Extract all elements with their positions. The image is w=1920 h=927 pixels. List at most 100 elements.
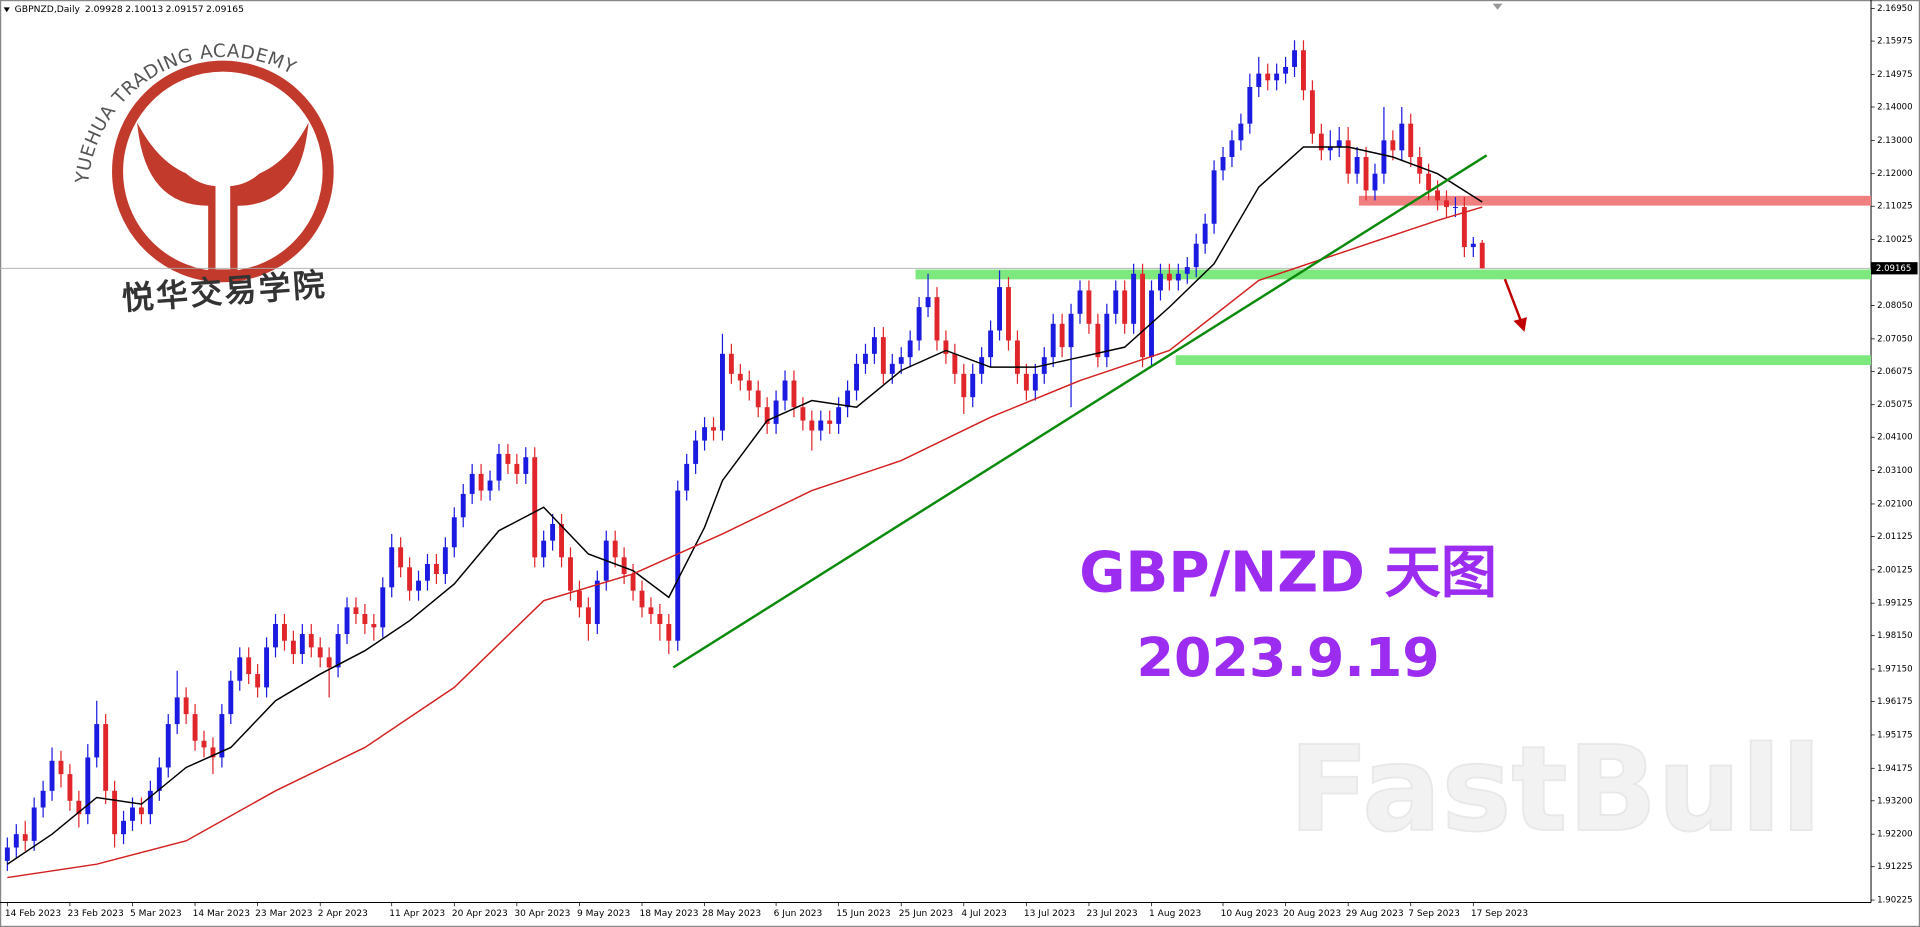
candle-body — [1059, 323, 1065, 348]
candle-body — [1229, 140, 1235, 158]
candle-body — [1372, 173, 1378, 191]
candle-body — [871, 337, 877, 354]
arrow-head — [1513, 317, 1527, 332]
candle-body — [147, 790, 153, 815]
y-tick-label: 2.14000 — [1877, 102, 1912, 112]
candle-body — [684, 463, 690, 491]
x-tick-label: 30 Apr 2023 — [514, 909, 570, 919]
candle-body — [791, 380, 797, 408]
y-tick-label: 1.97150 — [1877, 665, 1912, 675]
candle-body — [1426, 173, 1432, 191]
close: 2.09165 — [206, 4, 244, 15]
candle-body — [1318, 133, 1324, 151]
x-tick-label: 14 Mar 2023 — [193, 909, 251, 919]
x-tick-label: 4 Jul 2023 — [961, 909, 1007, 919]
candle-body — [1086, 290, 1092, 324]
level-zone — [1358, 195, 1872, 206]
x-tick-label: 18 May 2023 — [640, 909, 699, 919]
y-tick-label: 2.00125 — [1877, 565, 1912, 575]
candle-body — [1309, 90, 1315, 134]
candle-body — [1014, 340, 1020, 374]
candle-body — [1435, 190, 1440, 201]
candle-body — [201, 740, 207, 748]
candle-body — [943, 340, 949, 354]
x-tick-label: 7 Sep 2023 — [1408, 909, 1460, 919]
x-tick-label: 23 Mar 2023 — [255, 909, 313, 919]
candle-body — [702, 427, 708, 441]
candle-body — [264, 647, 270, 688]
candle-body — [138, 807, 144, 815]
candle-body — [1283, 66, 1289, 74]
candle-body — [612, 540, 618, 558]
y-tick-label: 1.95175 — [1877, 730, 1912, 740]
y-tick-label: 2.07050 — [1877, 334, 1912, 344]
y-tick-label: 2.10025 — [1877, 235, 1912, 245]
candle-body — [1220, 157, 1226, 171]
candle-body — [594, 580, 600, 625]
candle-body — [76, 800, 82, 815]
candle-body — [1158, 273, 1163, 291]
candle-body — [1113, 290, 1119, 314]
candle-body — [290, 640, 296, 655]
candle-body — [1479, 242, 1485, 269]
candle-body — [371, 624, 377, 628]
candle-body — [1006, 287, 1011, 341]
y-tick-label: 2.16950 — [1877, 4, 1912, 14]
logo-mark-inner — [166, 144, 280, 270]
y-tick-label: 2.15975 — [1877, 37, 1912, 47]
candle-body — [1265, 73, 1271, 81]
x-tick-label: 20 Aug 2023 — [1283, 909, 1341, 919]
candle-body — [720, 353, 725, 431]
candle-body — [1452, 207, 1458, 209]
y-tick-label: 2.14975 — [1877, 70, 1912, 80]
x-tick-label: 10 Aug 2023 — [1221, 909, 1279, 919]
x-tick-label: 20 Apr 2023 — [452, 909, 508, 919]
moving-average — [6, 146, 1483, 865]
y-tick-label: 1.99125 — [1877, 599, 1912, 609]
candle-body — [1175, 273, 1181, 281]
candle-body — [648, 607, 654, 615]
candle-body — [407, 567, 413, 591]
candle-body — [1345, 140, 1351, 174]
candle-body — [970, 373, 976, 398]
candle-body — [58, 760, 64, 775]
candle-body — [630, 573, 636, 591]
header: GBPNZD,Daily 2.09928 2.10013 2.09157 2.09165 — [15, 4, 244, 15]
candle-body — [1131, 273, 1137, 324]
trendline — [672, 154, 1488, 669]
candle-body — [675, 490, 681, 641]
candle-body — [49, 760, 55, 791]
candle-body — [1354, 157, 1360, 174]
candle-body — [997, 287, 1002, 331]
high: 2.10013 — [125, 4, 163, 15]
candle-body — [836, 407, 842, 424]
y-tick-label: 1.98150 — [1877, 631, 1912, 641]
header-icon — [3, 7, 10, 13]
candle-body — [210, 747, 216, 758]
candle-body — [952, 353, 958, 374]
candle-body — [1256, 73, 1262, 87]
level-zone — [915, 269, 1872, 280]
candle-body — [156, 767, 162, 791]
candle-body — [165, 724, 171, 768]
candle-body — [1211, 170, 1217, 224]
candle-body — [282, 624, 287, 641]
candle-body — [755, 390, 761, 408]
candle-body — [94, 724, 100, 758]
candle-body — [4, 847, 10, 861]
candle-body — [1408, 123, 1414, 158]
level-zone — [1175, 355, 1872, 366]
candle-body — [979, 357, 985, 374]
candle-body — [130, 807, 135, 821]
x-tick-label: 28 May 2023 — [702, 909, 761, 919]
candle-body — [487, 480, 493, 491]
candle-body — [219, 714, 225, 758]
candle-body — [827, 420, 833, 424]
open: 2.09928 — [85, 4, 123, 15]
chart-subtitle: 2023.9.19 — [1137, 626, 1440, 689]
candle-body — [1122, 290, 1128, 324]
y-tick-label: 2.13000 — [1877, 136, 1912, 146]
candle-body — [505, 453, 511, 464]
x-tick-label: 9 May 2023 — [577, 909, 630, 919]
candle-body — [183, 697, 189, 715]
